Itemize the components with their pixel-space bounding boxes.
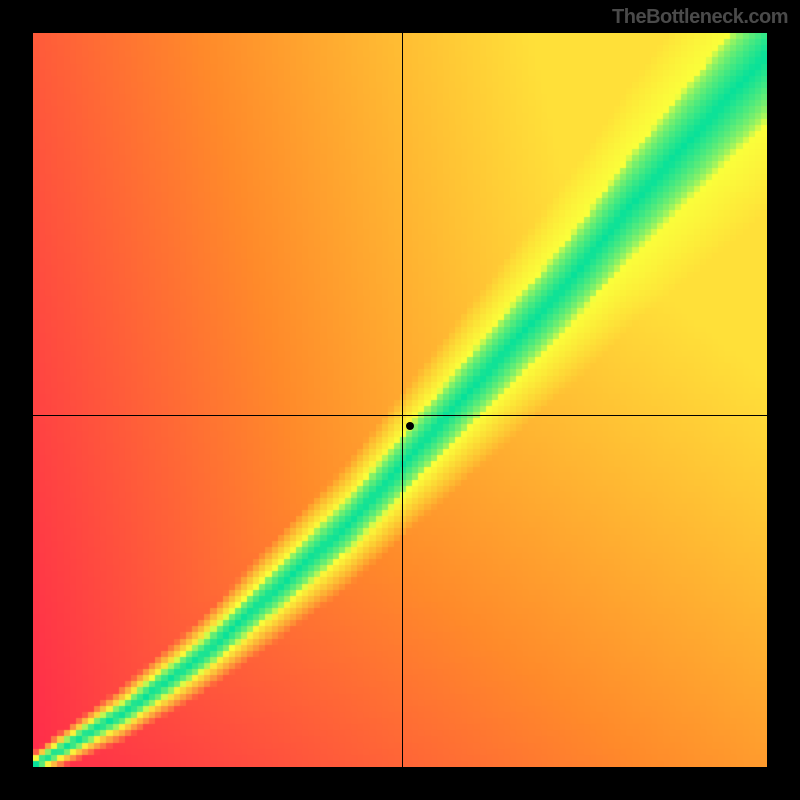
watermark-text: TheBottleneck.com: [612, 6, 788, 29]
crosshair-vertical: [402, 33, 403, 767]
chart-container: TheBottleneck.com: [0, 0, 800, 800]
marker-dot: [406, 422, 414, 430]
crosshair-horizontal: [33, 415, 767, 416]
heatmap-canvas: [33, 33, 767, 767]
heatmap-plot: [33, 33, 767, 767]
